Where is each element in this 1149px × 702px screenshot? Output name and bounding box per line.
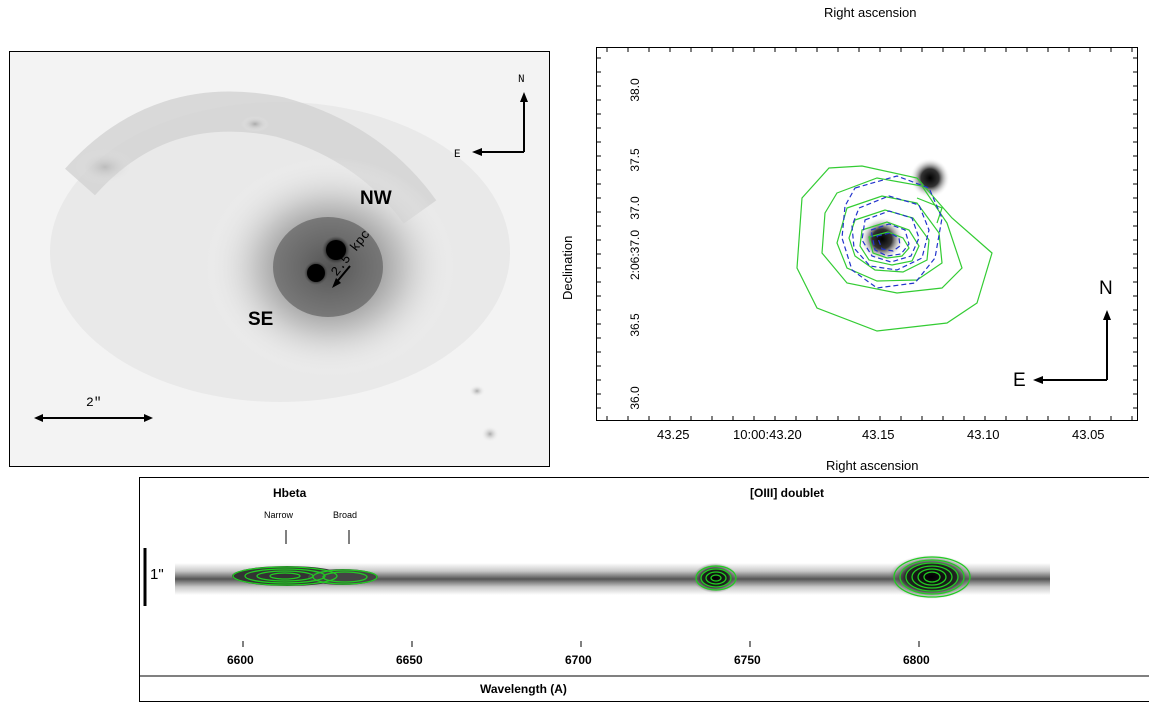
image-panel-a: NW SE 2.5 kpc 2" N E xyxy=(9,51,550,467)
broad-label: Broad xyxy=(333,510,358,520)
x-tick-c: 6800 xyxy=(903,653,930,667)
top-axis-title: Right ascension xyxy=(824,5,917,20)
y-tick: 2:06:37.0 xyxy=(628,229,642,281)
contour-panel-b: N E xyxy=(596,47,1138,421)
x-tick-c: 6650 xyxy=(396,653,423,667)
x-tick: 43.25 xyxy=(657,427,690,442)
y-tick: 36.5 xyxy=(628,313,642,337)
spectrum-panel-c: 1" Hbeta [OIII] doublet Narrow Broad 660… xyxy=(139,477,1149,702)
y-tick: 37.0 xyxy=(628,196,642,220)
x-axis-title-c: Wavelength (A) xyxy=(480,682,567,696)
galaxy-image xyxy=(34,91,528,442)
oiii-label: [OIII] doublet xyxy=(750,486,824,500)
compass-e-label: E xyxy=(454,149,461,161)
label-se: SE xyxy=(248,309,274,330)
scale-bar-label: 2" xyxy=(86,395,102,410)
compass-e-b: E xyxy=(1013,370,1026,391)
compass-n-b: N xyxy=(1099,278,1113,299)
x-tick-c: 6700 xyxy=(565,653,592,667)
x-axis-ticks-c xyxy=(242,641,920,647)
contour-plot xyxy=(597,48,1137,420)
y-tick: 37.5 xyxy=(628,148,642,172)
blue-contours xyxy=(841,175,943,289)
y-tick: 36.0 xyxy=(628,386,642,410)
x-tick: 43.05 xyxy=(1072,427,1105,442)
spectrum-image xyxy=(140,530,1149,677)
x-axis-title-b: Right ascension xyxy=(826,458,919,473)
x-tick: 43.10 xyxy=(967,427,1000,442)
x-tick: 43.15 xyxy=(862,427,895,442)
x-tick-c: 6600 xyxy=(227,653,254,667)
x-tick: 10:00:43.20 xyxy=(733,427,802,442)
slit-scale-label: 1" xyxy=(150,566,164,583)
narrow-label: Narrow xyxy=(264,510,294,520)
x-tick-c: 6750 xyxy=(734,653,761,667)
hbeta-label: Hbeta xyxy=(273,486,307,500)
label-nw: NW xyxy=(360,188,392,209)
compass-n-label: N xyxy=(518,74,525,86)
y-tick: 38.0 xyxy=(628,78,642,102)
spectrum-contours xyxy=(232,556,971,598)
